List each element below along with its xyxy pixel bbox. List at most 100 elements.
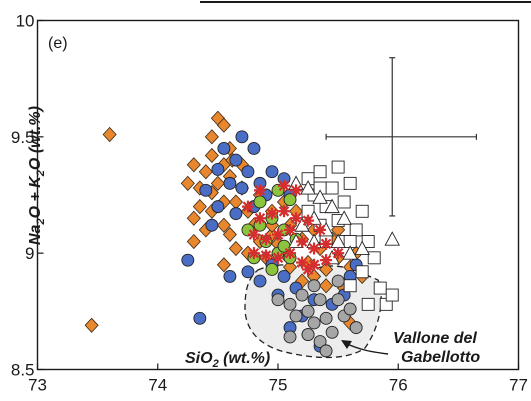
point-asterisk-5-12: [308, 243, 320, 255]
point-circle-6-5: [290, 310, 302, 322]
annotation-line1: Vallone del: [393, 330, 477, 347]
point-circle-6-9: [332, 294, 344, 306]
point-diamond-0-55: [193, 200, 206, 214]
point-diamond-0-8: [199, 165, 212, 179]
point-circle-1-11: [212, 201, 224, 213]
point-diamond-0-0: [103, 128, 116, 142]
point-square-3-19: [362, 298, 374, 310]
point-asterisk-5-23: [278, 180, 290, 192]
point-asterisk-5-0: [242, 201, 254, 213]
point-circle-6-16: [284, 331, 296, 343]
point-asterisk-5-10: [284, 224, 296, 236]
point-circle-1-0: [236, 131, 248, 143]
point-asterisk-5-14: [248, 247, 260, 259]
point-circle-6-4: [308, 317, 320, 329]
y-axis-title: Na2O + K2O (wt.%): [27, 106, 47, 245]
point-asterisk-5-22: [290, 184, 302, 196]
point-circle-6-8: [326, 326, 338, 338]
point-square-3-4: [326, 182, 338, 194]
point-asterisk-5-21: [332, 247, 344, 259]
point-circle-6-18: [308, 280, 320, 292]
point-circle-6-6: [314, 294, 326, 306]
point-diamond-0-58: [229, 242, 242, 256]
point-circle-1-17: [194, 312, 206, 324]
point-circle-1-5: [224, 177, 236, 189]
annotation-line2: Gabellotto: [401, 349, 480, 366]
point-diamond-0-18: [187, 211, 200, 225]
point-circle-1-13: [266, 166, 278, 178]
point-circle-6-0: [272, 294, 284, 306]
point-circle-6-13: [302, 329, 314, 341]
point-circle-6-17: [332, 275, 344, 287]
point-asterisk-5-15: [260, 249, 272, 261]
point-square-3-7: [338, 196, 350, 208]
point-square-3-18: [344, 280, 356, 292]
point-diamond-0-6: [205, 148, 218, 162]
point-asterisk-5-3: [278, 205, 290, 217]
point-circle-2-1: [284, 194, 296, 206]
point-square-3-13: [368, 252, 380, 264]
point-circle-1-6: [236, 182, 248, 194]
point-diamond-0-1: [85, 318, 98, 332]
point-circle-6-14: [344, 303, 356, 315]
point-circle-1-33: [278, 270, 290, 282]
point-circle-1-4: [212, 163, 224, 175]
point-diamond-0-54: [181, 176, 194, 190]
point-triangle-4-11: [385, 232, 399, 245]
point-diamond-0-48: [217, 258, 230, 272]
x-tick-label-1: 74: [148, 376, 167, 395]
point-square-3-15: [374, 282, 386, 294]
point-square-3-3: [344, 177, 356, 189]
point-circle-1-35: [206, 219, 218, 231]
error-bar: [326, 58, 476, 216]
point-diamond-0-9: [187, 158, 200, 172]
point-asterisk-5-20: [320, 254, 332, 266]
point-diamond-0-24: [187, 235, 200, 249]
point-circle-1-32: [254, 275, 266, 287]
point-circle-1-12: [200, 184, 212, 196]
point-asterisk-5-7: [248, 229, 260, 241]
point-asterisk-5-13: [320, 238, 332, 250]
data-points-group: [85, 111, 399, 357]
point-circle-6-7: [320, 312, 332, 324]
point-circle-1-34: [248, 142, 260, 154]
point-circle-6-1: [284, 298, 296, 310]
point-circle-1-2: [230, 154, 242, 166]
point-asterisk-5-11: [296, 236, 308, 248]
point-circle-1-10: [230, 208, 242, 220]
point-asterisk-5-4: [290, 212, 302, 224]
point-square-3-1: [314, 166, 326, 178]
point-circle-1-16: [182, 254, 194, 266]
point-asterisk-5-2: [266, 208, 278, 220]
point-square-3-8: [356, 205, 368, 217]
point-diamond-0-4: [205, 130, 218, 144]
point-circle-1-1: [218, 142, 230, 154]
point-square-3-2: [332, 161, 344, 173]
y-tick-label-1: 9: [25, 244, 34, 263]
point-circle-6-2: [296, 289, 308, 301]
x-tick-label-4: 77: [509, 376, 528, 395]
point-circle-1-19: [242, 266, 254, 278]
y-tick-label-0: 8.5: [11, 361, 35, 380]
point-circle-2-2: [254, 196, 266, 208]
point-asterisk-5-9: [272, 229, 284, 241]
point-circle-2-10: [266, 263, 278, 275]
point-asterisk-5-8: [260, 233, 272, 245]
point-square-3-17: [386, 289, 398, 301]
point-circle-6-12: [350, 322, 362, 334]
x-axis-title: SiO2 (wt.%): [185, 350, 270, 370]
point-asterisk-5-1: [254, 212, 266, 224]
point-circle-1-20: [224, 270, 236, 282]
point-circle-1-3: [242, 166, 254, 178]
point-asterisk-5-6: [314, 224, 326, 236]
point-asterisk-5-16: [272, 252, 284, 264]
x-tick-label-2: 75: [269, 376, 288, 395]
point-circle-6-15: [320, 345, 332, 357]
point-asterisk-5-5: [302, 215, 314, 227]
point-circle-6-3: [302, 305, 314, 317]
panel-label: (e): [48, 35, 68, 52]
point-asterisk-5-24: [254, 184, 266, 196]
point-diamond-0-16: [229, 195, 242, 209]
point-square-3-14: [356, 266, 368, 278]
